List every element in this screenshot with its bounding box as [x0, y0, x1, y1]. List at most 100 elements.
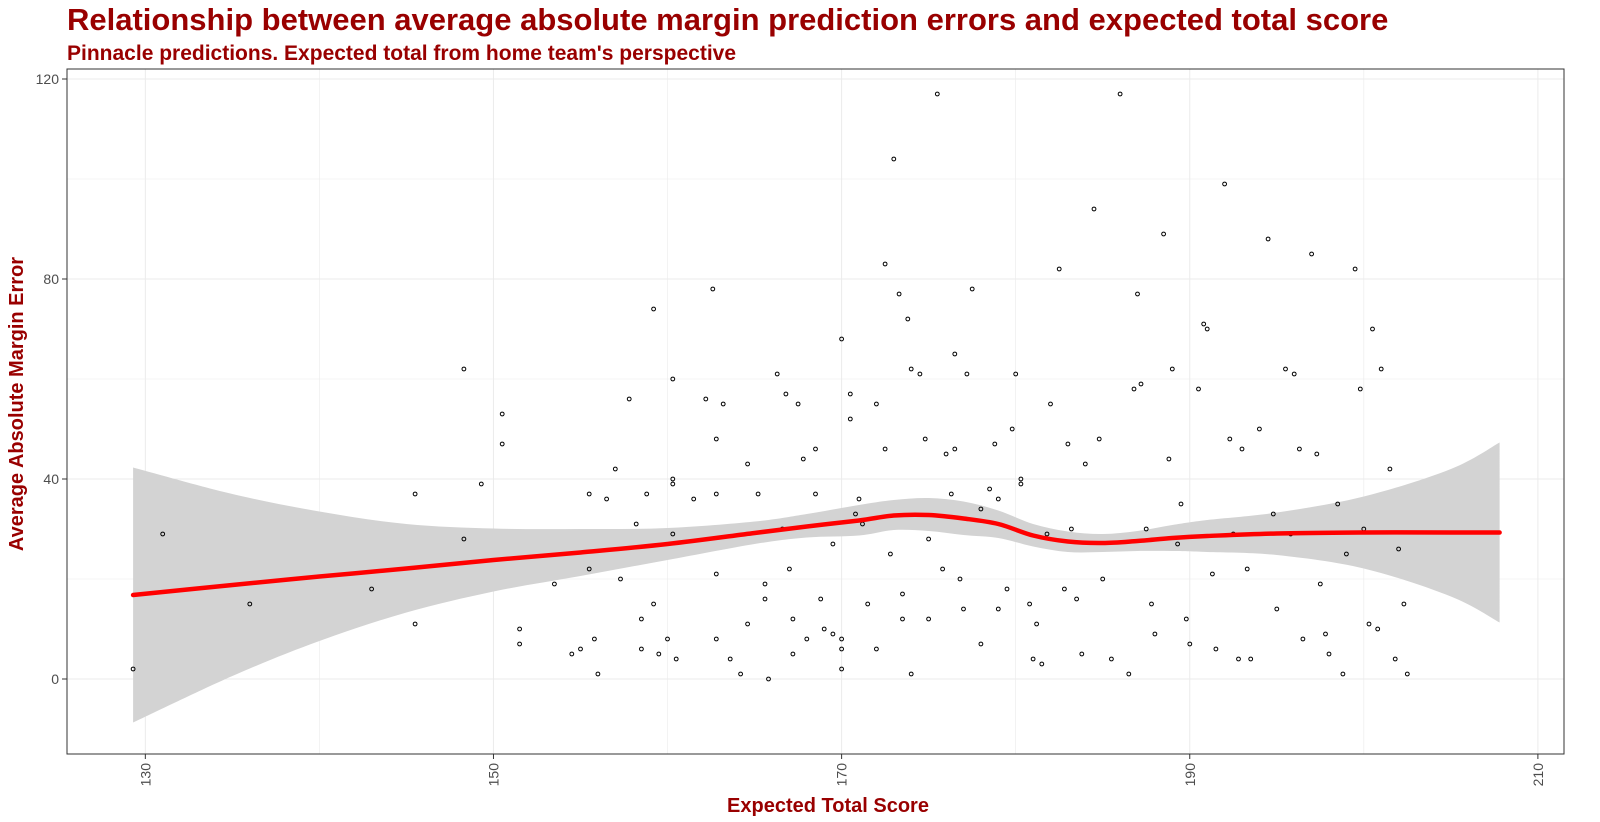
data-point	[1357, 386, 1363, 392]
x-tick-label: 210	[1530, 763, 1546, 787]
data-point	[665, 636, 670, 642]
data-point	[160, 531, 166, 537]
data-point	[633, 521, 639, 527]
data-point	[957, 576, 963, 582]
data-point	[961, 606, 966, 612]
data-point	[578, 646, 583, 652]
data-point	[1265, 236, 1271, 242]
data-point	[922, 436, 928, 442]
data-point	[595, 671, 601, 677]
x-axis-title: Expected Total Score	[727, 795, 929, 817]
data-point	[1074, 596, 1079, 602]
data-point	[1027, 601, 1032, 607]
data-point	[1138, 381, 1144, 387]
data-point	[412, 621, 418, 627]
data-point	[592, 636, 597, 642]
data-point	[651, 601, 656, 607]
data-point	[1387, 466, 1393, 472]
data-point	[1317, 581, 1323, 587]
data-point	[830, 631, 836, 637]
data-point	[1013, 371, 1019, 377]
x-tick-label: 150	[486, 763, 502, 787]
data-point	[1135, 291, 1140, 297]
data-point	[755, 491, 761, 497]
data-point	[369, 586, 375, 592]
data-point	[713, 436, 719, 442]
data-point	[1161, 231, 1166, 237]
data-point	[821, 626, 827, 632]
data-point	[612, 466, 618, 472]
data-point	[926, 536, 931, 542]
data-point	[673, 656, 679, 662]
data-point	[800, 456, 806, 462]
data-point	[1004, 586, 1010, 592]
data-point	[499, 441, 505, 447]
data-point	[882, 446, 888, 452]
data-point	[790, 651, 796, 657]
data-point	[639, 646, 644, 652]
data-point	[1201, 321, 1207, 327]
data-point	[905, 316, 911, 322]
data-point	[1335, 501, 1341, 507]
data-point	[1378, 366, 1384, 372]
data-point	[1018, 481, 1024, 487]
data-point	[745, 621, 750, 627]
data-point	[1300, 636, 1306, 642]
data-point	[1236, 656, 1241, 662]
data-point	[604, 496, 609, 502]
data-point	[934, 91, 940, 97]
data-point	[1309, 251, 1314, 257]
data-point	[478, 481, 484, 487]
data-point	[1030, 656, 1036, 662]
data-point	[1062, 586, 1067, 592]
data-point	[1370, 326, 1375, 332]
data-point	[992, 441, 998, 447]
data-point	[1096, 436, 1102, 442]
data-point	[1048, 401, 1053, 407]
data-point	[804, 636, 810, 642]
data-point	[670, 531, 676, 537]
data-point	[1149, 601, 1154, 607]
data-point	[926, 616, 931, 622]
y-tick-label: 120	[36, 71, 60, 87]
data-point	[1056, 266, 1062, 272]
data-point	[1065, 441, 1071, 447]
data-point	[1018, 476, 1024, 482]
data-point	[839, 336, 844, 342]
data-point	[839, 636, 844, 642]
data-point	[766, 676, 771, 682]
chart-subtitle: Pinnacle predictions. Expected total fro…	[67, 42, 737, 65]
data-point	[1210, 571, 1215, 577]
data-point	[813, 446, 818, 452]
data-point	[952, 351, 958, 357]
data-point	[499, 411, 505, 417]
data-point	[639, 616, 644, 622]
data-point	[1152, 631, 1158, 637]
data-point	[774, 371, 780, 377]
data-point	[130, 666, 136, 672]
data-point	[1326, 651, 1332, 657]
chart-title: Relationship between average absolute ma…	[67, 2, 1389, 37]
grid-lines	[67, 69, 1564, 754]
x-tick-label: 170	[834, 763, 850, 787]
data-point	[1283, 366, 1288, 372]
data-point	[626, 396, 632, 402]
data-point	[1039, 661, 1045, 667]
data-point	[839, 666, 844, 672]
data-point	[818, 596, 824, 602]
data-point	[691, 496, 697, 502]
data-points	[130, 91, 1410, 682]
data-point	[738, 671, 743, 677]
data-point	[745, 461, 750, 467]
data-point	[948, 491, 954, 497]
data-point	[1239, 446, 1245, 452]
data-point	[727, 656, 733, 662]
data-point	[1366, 621, 1372, 627]
data-point	[847, 391, 853, 397]
data-point	[874, 401, 879, 407]
data-point	[1396, 546, 1401, 552]
x-tick-label: 190	[1182, 763, 1198, 787]
data-point	[1009, 426, 1015, 432]
data-point	[908, 366, 914, 372]
confidence-band-area	[133, 442, 1500, 723]
